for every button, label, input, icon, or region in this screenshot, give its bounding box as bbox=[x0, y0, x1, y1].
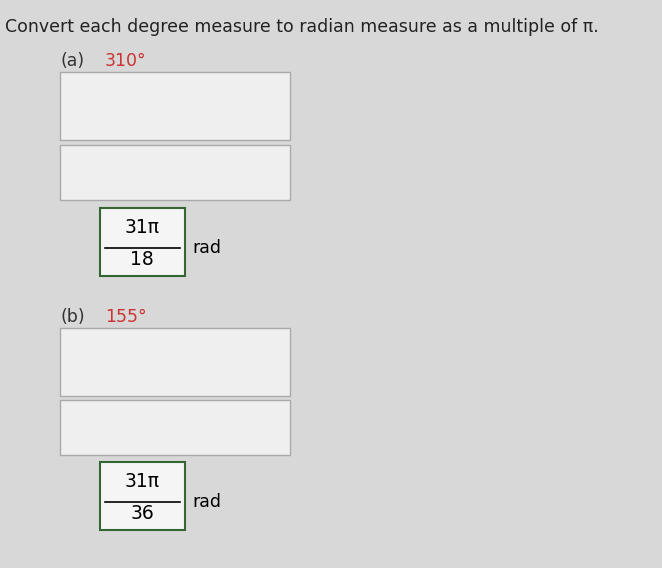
Text: (a): (a) bbox=[60, 52, 84, 70]
Text: 155°: 155° bbox=[105, 308, 146, 326]
Text: rad: rad bbox=[192, 239, 221, 257]
Text: 310°: 310° bbox=[105, 52, 146, 70]
Bar bbox=[100, 208, 185, 276]
Text: (b): (b) bbox=[60, 308, 85, 326]
Text: 31π: 31π bbox=[124, 472, 160, 491]
Bar bbox=[100, 462, 185, 530]
Text: rad: rad bbox=[192, 493, 221, 511]
Bar bbox=[60, 72, 290, 140]
Text: 18: 18 bbox=[130, 250, 154, 269]
Bar bbox=[60, 328, 290, 396]
Bar bbox=[60, 400, 290, 455]
Bar bbox=[60, 145, 290, 200]
Text: 31π: 31π bbox=[124, 218, 160, 237]
Text: 36: 36 bbox=[130, 504, 154, 523]
Text: Convert each degree measure to radian measure as a multiple of π.: Convert each degree measure to radian me… bbox=[5, 18, 598, 36]
